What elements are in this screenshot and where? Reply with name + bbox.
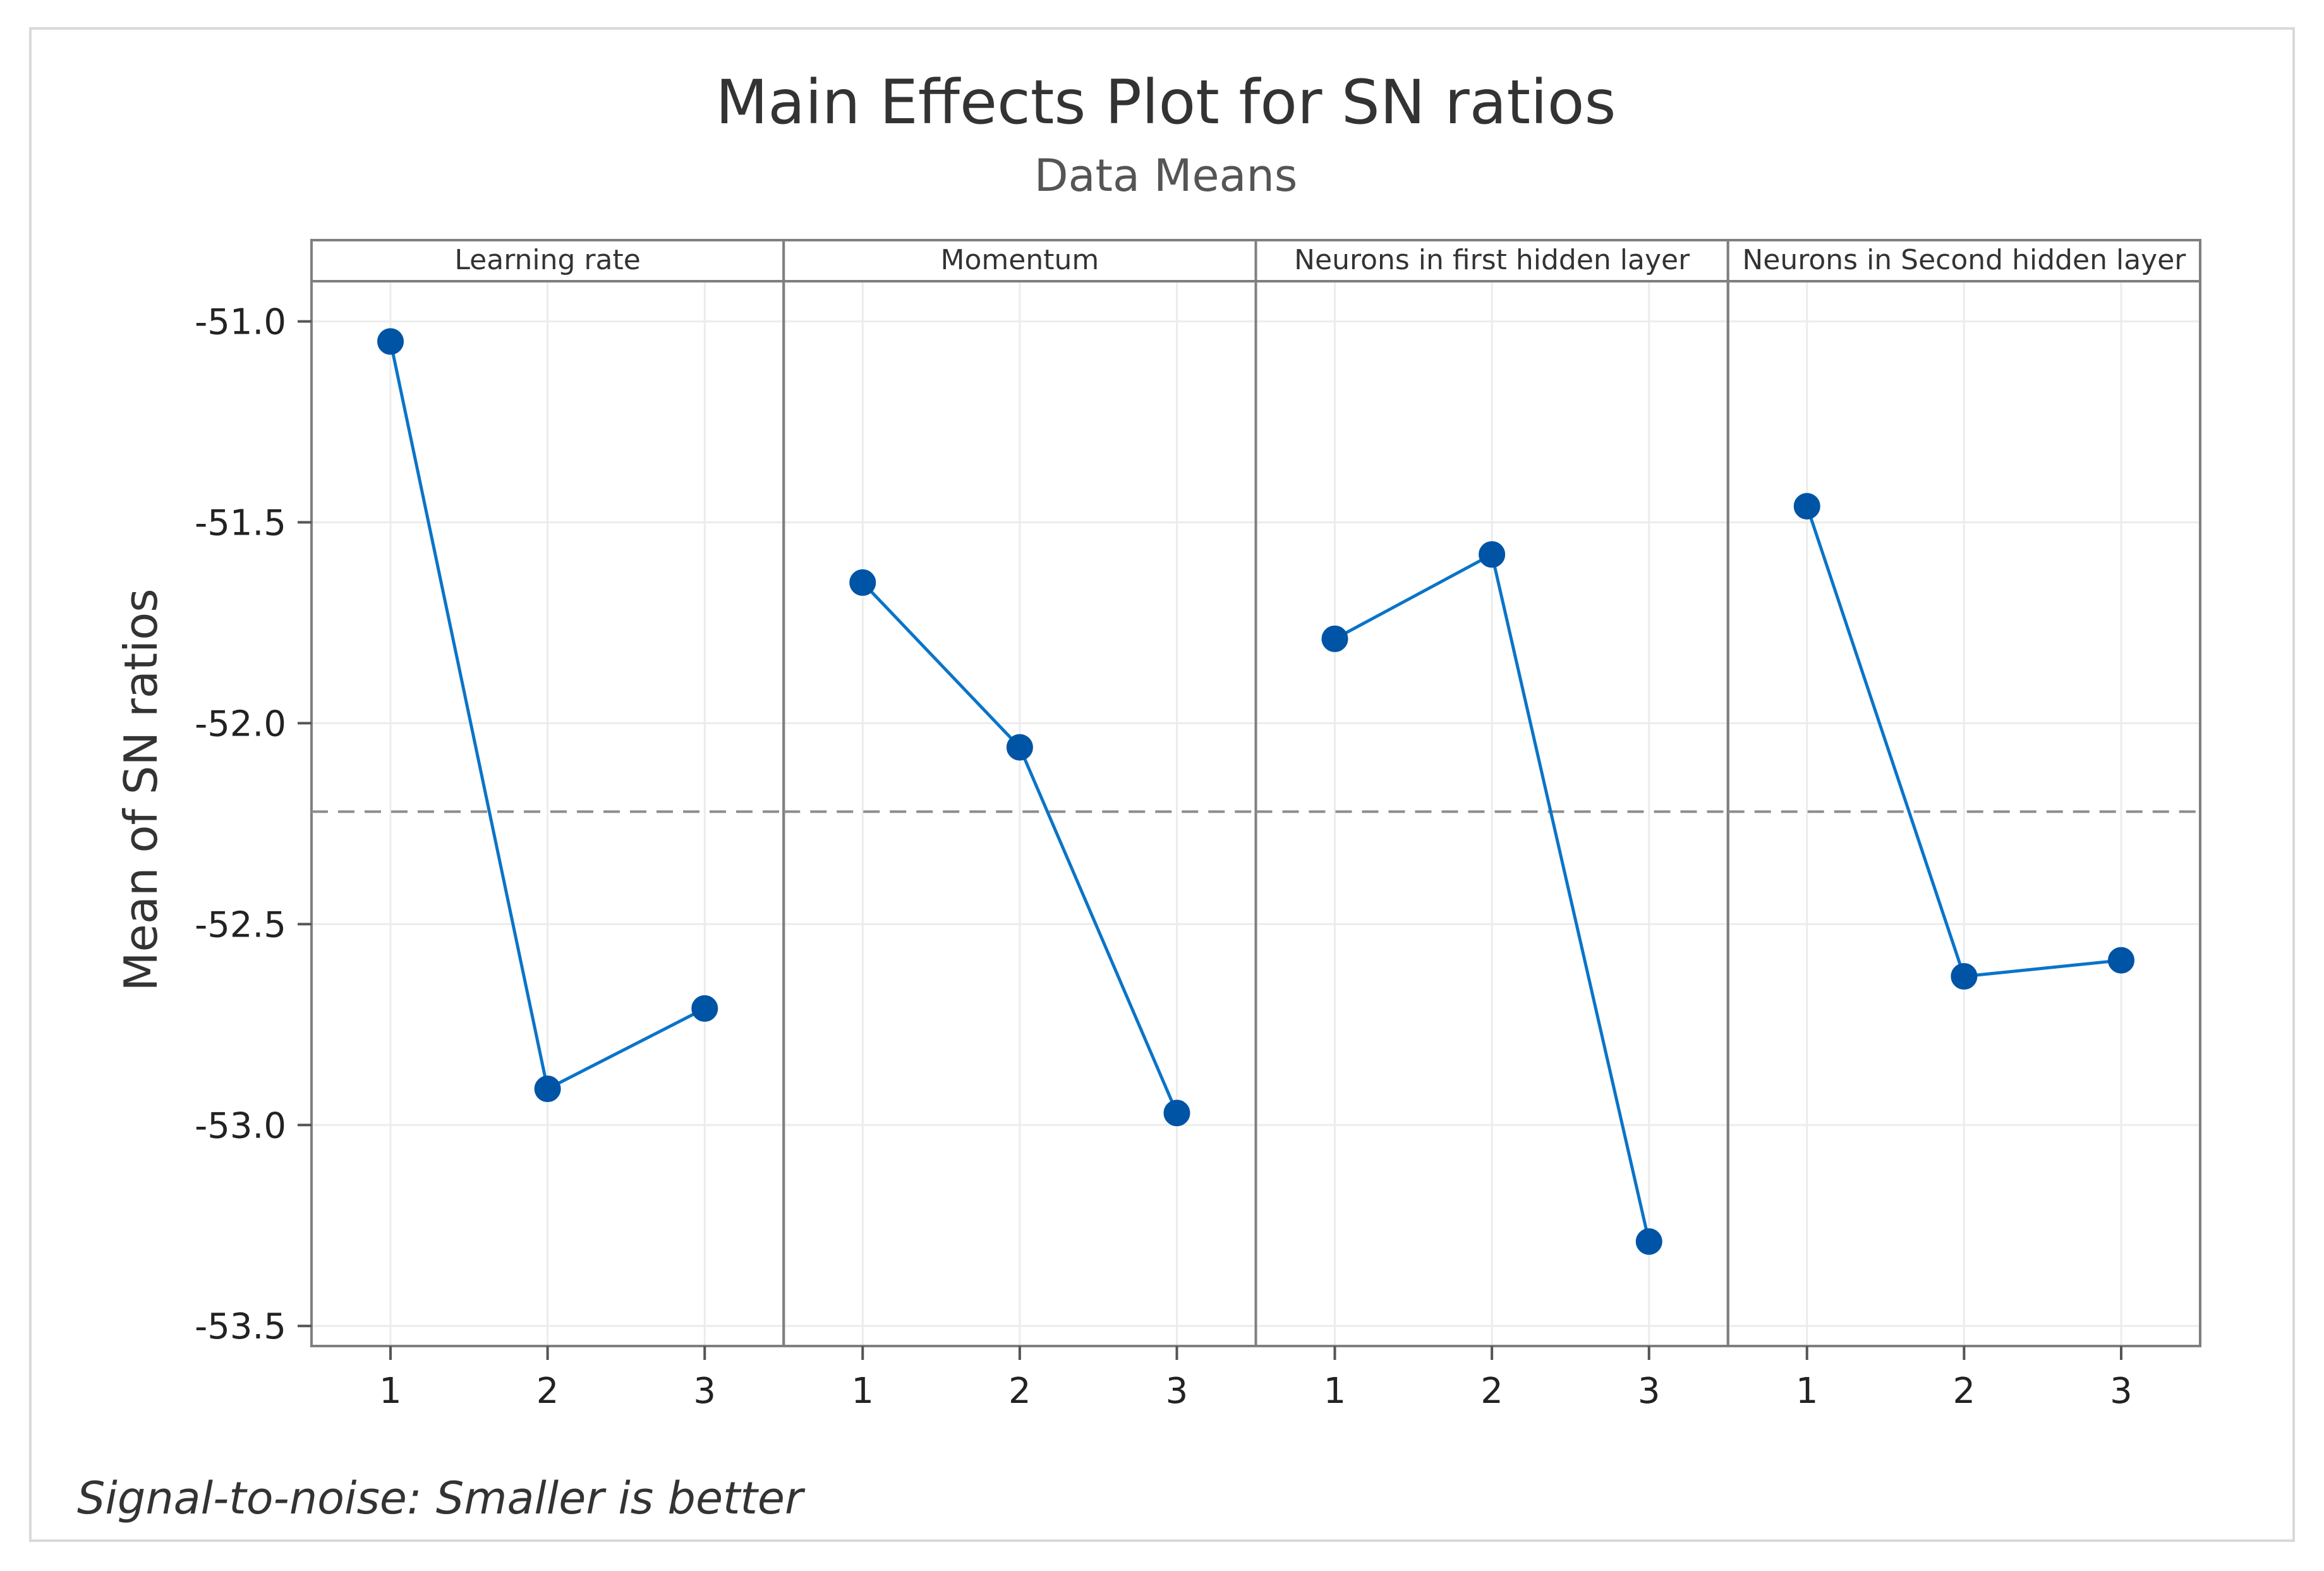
panel-title: Learning rate [454,244,640,276]
x-axes: 1 2 3 1 2 3 1 2 3 1 2 3 [379,1346,2133,1412]
data-point [2108,947,2134,974]
y-axis-label: Mean of SN ratios [114,588,167,991]
x-tick-label: 2 [536,1371,559,1412]
x-tick-label: 3 [2110,1371,2133,1412]
panel-title: Momentum [941,244,1099,276]
x-tick-label: 1 [851,1371,874,1412]
data-point [691,995,718,1022]
x-tick-label: 3 [1638,1371,1661,1412]
x-tick-label: 1 [1796,1371,1819,1412]
footnote: Signal-to-noise: Smaller is better [77,1472,806,1524]
series-layer [377,328,2134,1255]
x-tick-label: 2 [1480,1371,1503,1412]
x-tick-label: 2 [1008,1371,1031,1412]
chart-title: Main Effects Plot for SN ratios [715,67,1616,138]
x-tick-label: 1 [379,1371,402,1412]
data-point [377,328,404,355]
panel-strip [310,239,785,282]
chart-subtitle: Data Means [1034,150,1298,202]
data-point [1006,734,1033,761]
x-tick-label: 3 [1166,1371,1189,1412]
data-point [534,1076,561,1103]
x-tick-label: 1 [1324,1371,1347,1412]
x-tick-label: 3 [693,1371,716,1412]
data-point [1793,493,1820,520]
panel-strips: Learning rate Momentum Neurons in first hi… [310,239,2201,282]
data-point [1951,963,1978,990]
x-tick-label: 2 [1953,1371,1976,1412]
panel-title: Neurons in Second hidden layer [1742,244,2186,276]
data-point [849,569,876,596]
y-tick-label: -52.5 [195,904,286,945]
data-point [1479,541,1506,568]
data-point [1321,625,1348,652]
y-tick-label: -53.0 [195,1105,286,1146]
panel-title: Neurons in first hidden layer [1294,244,1690,276]
y-tick-label: -51.0 [195,302,286,343]
y-axis: -51.0 -51.5 -52.0 -52.5 -53.0 -53.5 [195,302,312,1347]
data-point [1163,1100,1190,1127]
y-tick-label: -51.5 [195,503,286,544]
y-tick-label: -53.5 [195,1306,286,1347]
y-tick-label: -52.0 [195,703,286,744]
data-point [1635,1228,1662,1255]
